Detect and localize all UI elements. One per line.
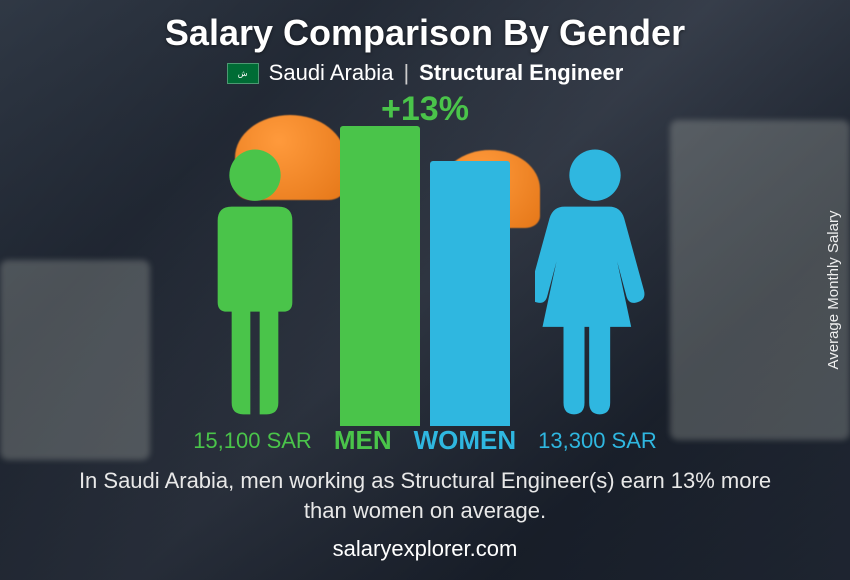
male-salary: 15,100 SAR xyxy=(193,428,312,454)
labels-row: 15,100 SAR MEN WOMEN 13,300 SAR xyxy=(0,425,850,456)
delta-label: +13% xyxy=(381,90,469,129)
job-title: Structural Engineer xyxy=(419,60,623,86)
explanation-text: In Saudi Arabia, men working as Structur… xyxy=(0,456,850,525)
female-icon xyxy=(535,146,655,426)
female-salary: 13,300 SAR xyxy=(538,428,657,454)
y-axis-label: Average Monthly Salary xyxy=(825,211,842,370)
infographic-container: Salary Comparison By Gender ش Saudi Arab… xyxy=(0,0,850,580)
separator: | xyxy=(403,60,409,86)
country-label: Saudi Arabia xyxy=(269,60,394,86)
bar-male xyxy=(340,126,420,426)
page-title: Salary Comparison By Gender xyxy=(0,12,850,54)
male-icon xyxy=(195,146,315,426)
bar-female xyxy=(430,161,510,426)
site-credit: salaryexplorer.com xyxy=(0,536,850,562)
female-label: WOMEN xyxy=(414,425,517,456)
male-label: MEN xyxy=(334,425,392,456)
flag-icon: ش xyxy=(227,63,259,84)
subtitle-row: ش Saudi Arabia | Structural Engineer xyxy=(0,60,850,86)
chart-area: +13% 15,100 SAR MEN WOMEN 13,300 SAR xyxy=(0,86,850,456)
